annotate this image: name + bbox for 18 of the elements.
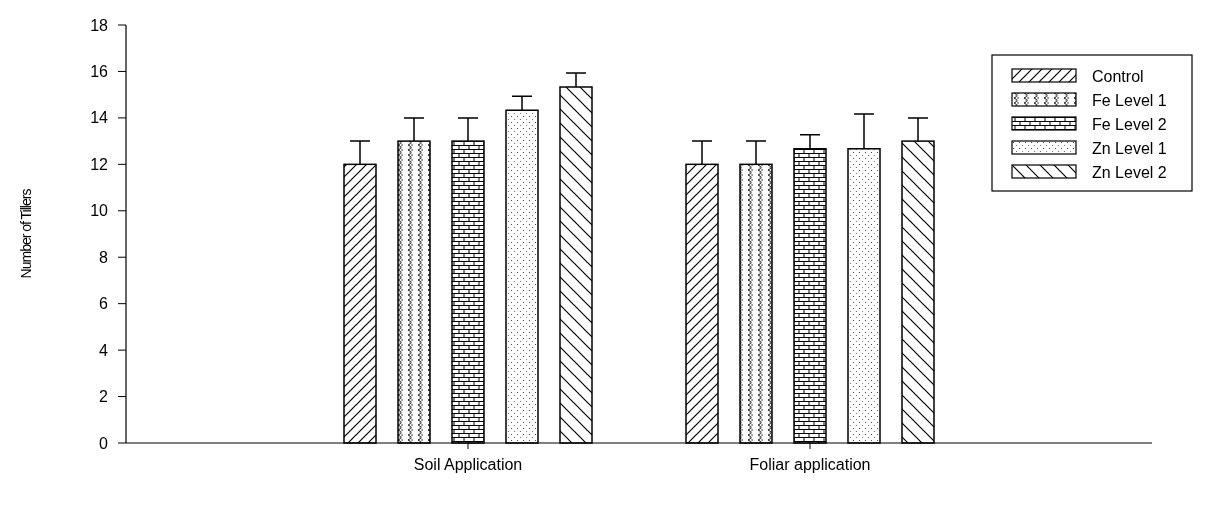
y-tick-label: 16 bbox=[90, 63, 109, 81]
y-tick-label: 2 bbox=[99, 388, 109, 406]
y-tick-label: 10 bbox=[90, 202, 109, 220]
x-tick-label: Soil Application bbox=[413, 456, 523, 473]
legend-label: Fe Level 2 bbox=[1092, 115, 1167, 133]
y-tick-label: 18 bbox=[90, 16, 109, 34]
y-tick-label: 8 bbox=[99, 248, 109, 266]
y-tick-label: 14 bbox=[90, 109, 109, 127]
legend-label: Control bbox=[1092, 67, 1144, 85]
legend-label: Zn Level 1 bbox=[1092, 139, 1167, 157]
x-tick-label: Foliar application bbox=[749, 456, 871, 473]
legend-label: Fe Level 1 bbox=[1092, 91, 1167, 109]
y-axis-title: Number of Tillers bbox=[18, 188, 34, 279]
y-tick-label: 6 bbox=[99, 295, 109, 313]
legend-label: Zn Level 2 bbox=[1092, 163, 1167, 181]
y-tick-label: 0 bbox=[99, 434, 109, 452]
y-tick-label: 4 bbox=[99, 341, 109, 359]
y-tick-label: 12 bbox=[90, 155, 109, 173]
